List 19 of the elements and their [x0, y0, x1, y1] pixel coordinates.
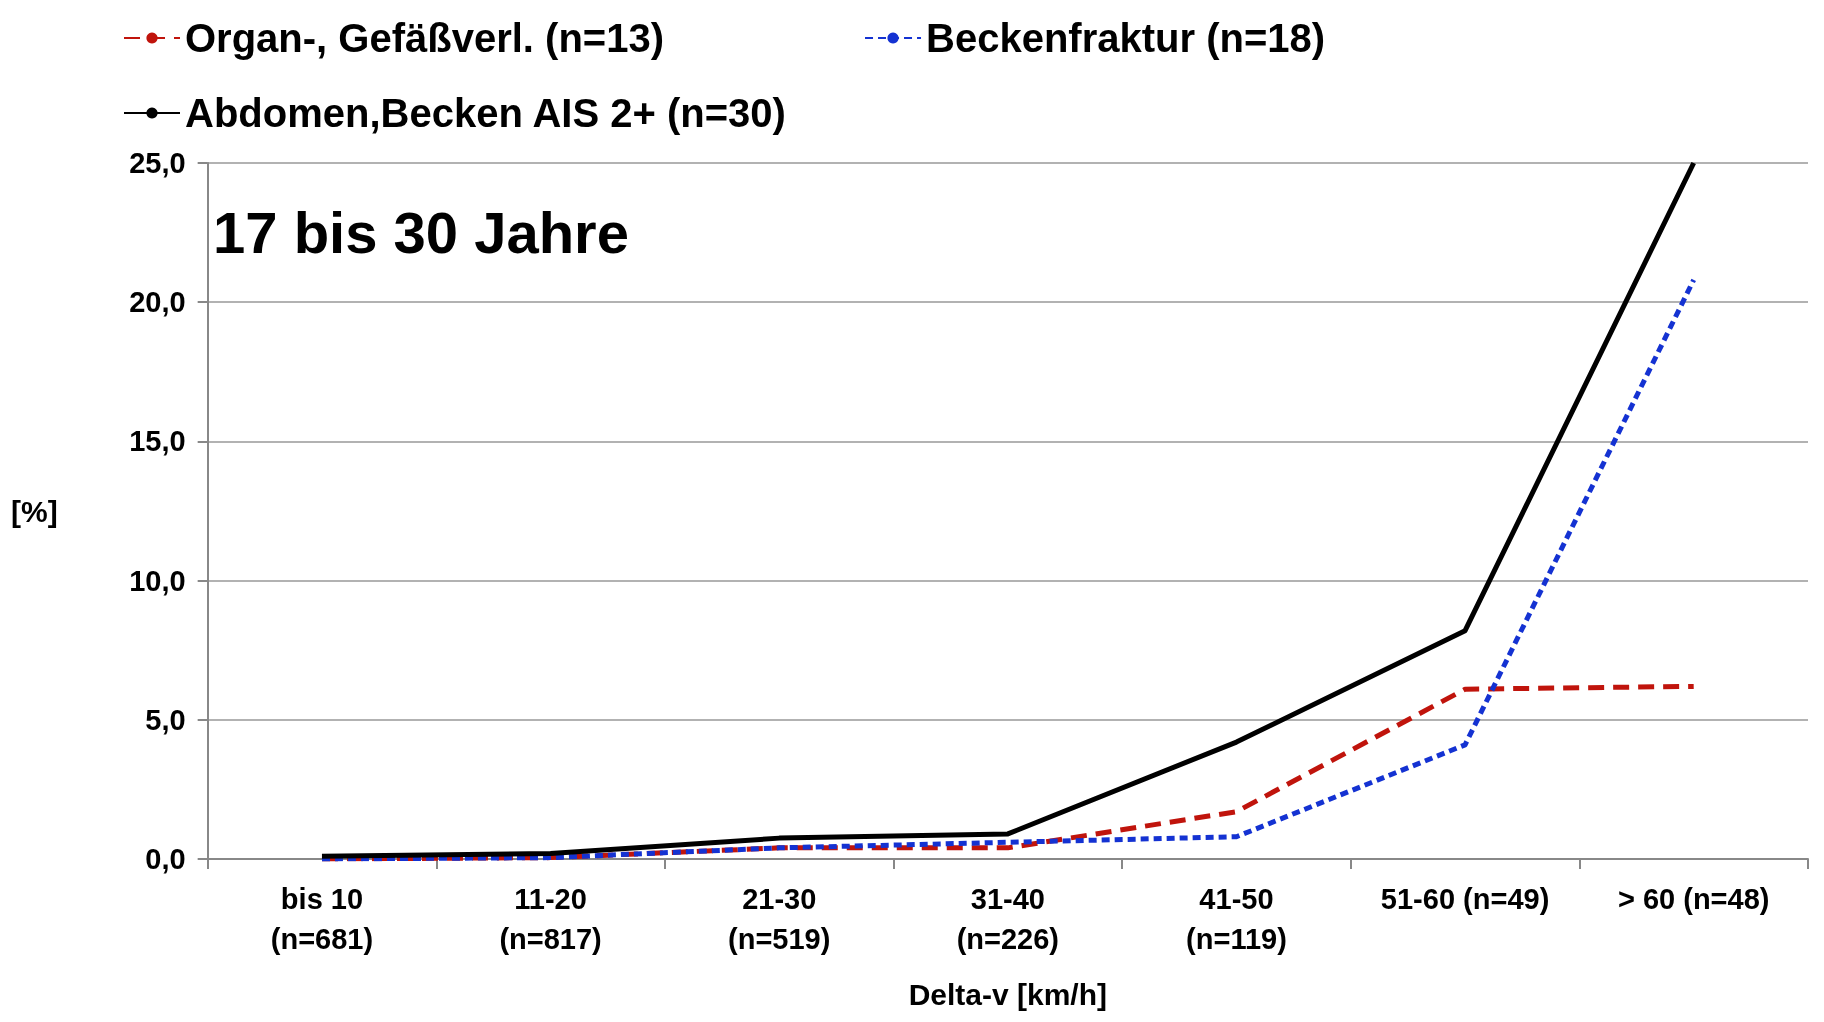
x-tick-label: > 60 (n=48): [1617, 883, 1770, 915]
x-tick-label: bis 10 (n=681): [270, 883, 374, 955]
x-tick-label: 41-50 (n=119): [1186, 883, 1287, 955]
y-tick-label: 5,0: [145, 703, 186, 736]
y-tick-label: 20,0: [129, 286, 186, 319]
legend-label: Beckenfraktur (n=18): [926, 16, 1326, 60]
x-axis-title: Delta-v [km/h]: [908, 977, 1108, 1011]
text: 17 bis 30 Jahre: [213, 199, 629, 265]
legend-label: Organ-, Gefäßverl. (n=13): [185, 16, 665, 60]
y-tick-label: 0,0: [145, 843, 186, 875]
x-tick-label: 21-30 (n=519): [728, 883, 831, 955]
y-tick-label: 25,0: [129, 147, 186, 179]
legend-label: Abdomen,Becken AIS 2+ (n=30): [185, 91, 786, 135]
y-tick-label: 15,0: [129, 425, 186, 458]
y-axis-title: [%]: [11, 494, 58, 528]
x-tick-label: 11-20 (n=817): [499, 883, 602, 955]
y-tick-label: 10,0: [129, 564, 186, 597]
x-tick-label: 31-40 (n=226): [956, 883, 1060, 955]
x-tick-label: 51-60 (n=49): [1380, 883, 1550, 915]
